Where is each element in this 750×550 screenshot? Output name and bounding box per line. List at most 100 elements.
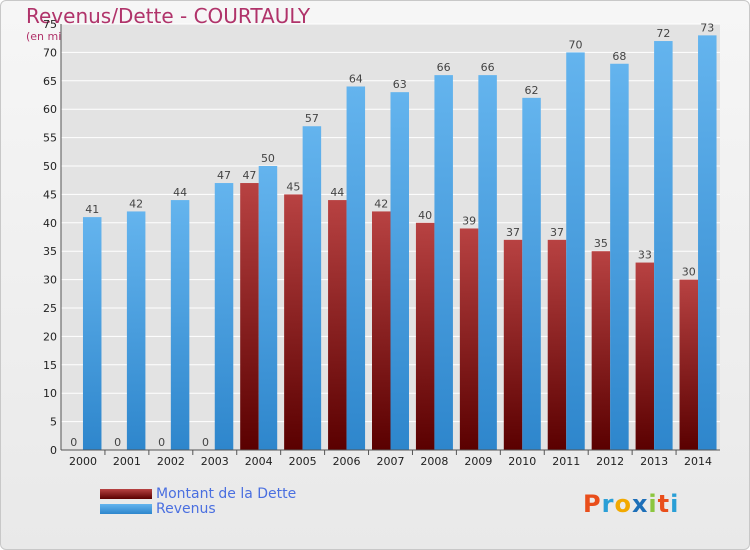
bar-revenus [258, 166, 278, 450]
bar-revenus [214, 183, 234, 451]
y-tick-label: 50 [43, 160, 57, 173]
bar-revenus [654, 41, 673, 450]
legend-label-revenus: Revenus [156, 501, 216, 517]
x-tick-label: 2008 [420, 455, 448, 468]
data-label-revenus: 44 [173, 186, 187, 199]
bar-dette [635, 262, 655, 450]
bar-dette [679, 279, 699, 450]
bar-dette [503, 239, 523, 450]
data-label-revenus: 42 [129, 197, 143, 210]
data-label-revenus: 63 [393, 78, 407, 91]
y-tick-label: 25 [43, 302, 57, 315]
logo-letter: P [583, 490, 602, 518]
data-label-revenus: 57 [305, 112, 319, 125]
logo-letter: x [631, 490, 649, 518]
bar-revenus [302, 126, 322, 451]
y-tick-label: 70 [43, 46, 57, 59]
data-label-revenus: 70 [568, 38, 582, 51]
x-tick-label: 2007 [377, 455, 405, 468]
bar-dette [459, 228, 479, 450]
legend-item-dette: Montant de la Dette [100, 486, 296, 502]
y-tick-label: 35 [43, 245, 57, 258]
data-label-dette: 0 [158, 436, 165, 449]
bar-dette [372, 211, 391, 450]
y-tick-label: 0 [50, 444, 57, 457]
data-label-dette: 30 [682, 266, 696, 279]
logo-letter: o [614, 490, 632, 518]
proxiti-logo: Proxiti [583, 490, 679, 518]
data-label-dette: 45 [286, 180, 300, 193]
x-tick-label: 2005 [289, 455, 317, 468]
y-tick-label: 10 [43, 387, 57, 400]
bar-revenus [522, 97, 541, 450]
y-tick-label: 30 [43, 274, 57, 287]
bar-dette [328, 200, 347, 450]
data-label-dette: 37 [550, 226, 564, 239]
bar-dette [415, 222, 435, 450]
x-tick-label: 2003 [201, 455, 229, 468]
bar-revenus [478, 75, 497, 451]
y-tick-label: 20 [43, 330, 57, 343]
bar-revenus [610, 63, 629, 450]
x-tick-label: 2010 [508, 455, 536, 468]
x-tick-label: 2002 [157, 455, 185, 468]
x-tick-label: 2011 [552, 455, 580, 468]
data-label-revenus: 73 [700, 21, 714, 34]
x-tick-label: 2013 [640, 455, 668, 468]
bar-revenus [390, 92, 409, 450]
data-label-revenus: 68 [612, 50, 626, 63]
legend-swatch-revenus [100, 504, 152, 514]
bars [82, 35, 717, 451]
bar-revenus [82, 217, 102, 450]
data-label-dette: 40 [418, 209, 432, 222]
data-label-dette: 42 [374, 197, 388, 210]
data-label-revenus: 66 [437, 61, 451, 74]
y-tick-label: 55 [43, 132, 57, 145]
bar-dette [284, 194, 303, 450]
bar-revenus [434, 75, 453, 451]
y-tick-label: 75 [43, 18, 57, 31]
bar-dette [591, 251, 611, 450]
y-tick-label: 45 [43, 188, 57, 201]
data-label-revenus: 72 [656, 27, 670, 40]
data-label-dette: 0 [70, 436, 77, 449]
data-label-revenus: 66 [481, 61, 495, 74]
legend-swatch-dette [100, 489, 152, 499]
data-label-revenus: 62 [525, 84, 539, 97]
bar-revenus [346, 86, 366, 450]
logo-letter: i [670, 490, 680, 518]
data-label-dette: 39 [462, 214, 476, 227]
x-tick-label: 2000 [69, 455, 97, 468]
data-label-revenus: 50 [261, 152, 275, 165]
x-tick-label: 2004 [245, 455, 273, 468]
data-label-dette: 0 [114, 436, 121, 449]
data-label-dette: 33 [638, 249, 652, 262]
data-label-revenus: 64 [349, 72, 363, 85]
data-label-dette: 0 [202, 436, 209, 449]
data-label-dette: 44 [330, 186, 344, 199]
bar-dette [240, 183, 259, 451]
y-tick-label: 40 [43, 217, 57, 230]
x-tick-label: 2006 [333, 455, 361, 468]
bar-revenus [698, 35, 717, 451]
y-tick-label: 65 [43, 75, 57, 88]
data-labels: 0 41 0 42 0 44 0 47 47 50 45 57 44 64 42 63 40 66 39 66 37 62… [70, 21, 714, 449]
x-tick-label: 2012 [596, 455, 624, 468]
bar-revenus [566, 52, 585, 451]
x-tick-label: 2014 [684, 455, 712, 468]
data-label-revenus: 41 [85, 203, 99, 216]
data-label-dette: 35 [594, 237, 608, 250]
data-label-dette: 47 [242, 169, 256, 182]
x-tick-label: 2001 [113, 455, 141, 468]
bar-revenus [126, 211, 146, 450]
logo-letter: t [657, 490, 671, 518]
bar-revenus [170, 200, 190, 450]
x-tick-label: 2009 [464, 455, 492, 468]
logo-letter: r [601, 490, 615, 518]
legend-label-dette: Montant de la Dette [156, 486, 297, 502]
logo-letter: i [648, 490, 658, 518]
y-tick-label: 60 [43, 103, 57, 116]
y-tick-label: 15 [43, 359, 57, 372]
